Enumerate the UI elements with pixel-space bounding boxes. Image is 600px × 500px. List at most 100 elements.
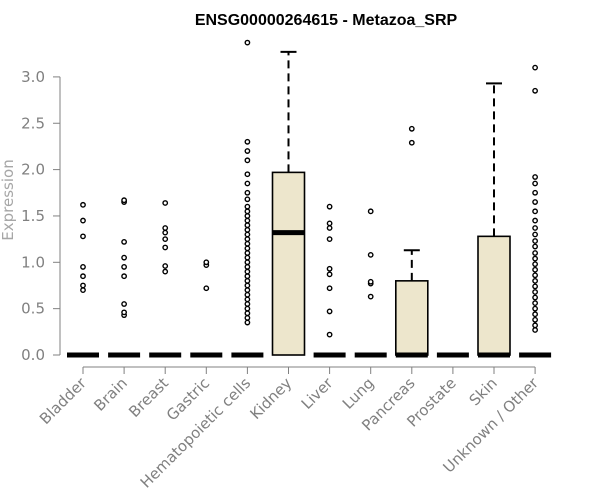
outlier-point [244, 301, 251, 307]
outlier-point [203, 259, 210, 266]
outlier-point [367, 208, 374, 215]
outlier-point [532, 305, 538, 312]
outlier-point [244, 148, 251, 154]
outlier-point [244, 264, 251, 270]
outlier-point [244, 171, 251, 178]
chart-title: ENSG00000264615 - Metazoa_SRP [195, 12, 458, 29]
outlier-point [162, 225, 169, 231]
outlier-point [244, 315, 251, 321]
outlier-point [121, 197, 128, 204]
y-tick-label: 0.0 [21, 346, 45, 364]
boxes [67, 50, 552, 358]
outlier-point [532, 261, 538, 268]
outlier-point [244, 287, 251, 294]
box-rect [394, 280, 429, 356]
outlier-point [532, 238, 538, 244]
outlier-point [532, 250, 538, 256]
outlier-point [244, 208, 251, 215]
outlier-point [326, 285, 333, 292]
outlier-point [367, 278, 374, 285]
outlier-point [121, 254, 128, 261]
x-tick-label: Bladder [36, 374, 90, 428]
outlier-point [162, 268, 169, 275]
outlier-point [532, 277, 538, 284]
outlier-point [80, 217, 86, 224]
outlier-point [121, 239, 128, 245]
outlier-point [80, 282, 86, 289]
outlier-point [532, 322, 538, 329]
outlier-point [244, 268, 251, 275]
outlier-point [121, 301, 128, 307]
outlier-point [532, 174, 538, 180]
outlier-point [532, 300, 538, 306]
y-tick-label: 0.5 [21, 300, 45, 318]
outlier-point [532, 272, 538, 279]
outlier-point [532, 243, 538, 250]
outlier-point [532, 255, 538, 262]
outlier-point [244, 240, 251, 247]
outlier-point [244, 231, 251, 238]
outlier-point [244, 203, 251, 210]
outlier-point [162, 229, 169, 236]
outlier-point [532, 311, 538, 318]
outlier-point [162, 244, 169, 251]
outlier-point [244, 277, 251, 284]
outlier-point [80, 233, 86, 240]
outlier-point [532, 208, 538, 215]
outlier-point [121, 273, 128, 280]
outlier-point [244, 226, 251, 233]
y-tick-label: 3.0 [21, 68, 45, 86]
outlier-point [244, 245, 251, 252]
outlier-point [244, 236, 251, 243]
outlier-point [80, 264, 86, 270]
y-axis: 0.0 0.5 1.0 1.5 2.0 2.5 3.0 [21, 68, 61, 364]
x-tick-label: Liver [298, 374, 337, 413]
outlier-point [532, 217, 538, 224]
outlier-point [121, 309, 128, 316]
outlier-point [244, 254, 251, 261]
outlier-point [244, 310, 251, 317]
outlier-point [532, 225, 538, 231]
y-tick-label: 2.5 [21, 114, 45, 132]
box-rect [271, 171, 306, 356]
outlier-point [326, 265, 333, 272]
y-tick-label: 2.0 [21, 161, 45, 179]
outlier-point [326, 308, 333, 315]
outlier-point [244, 273, 251, 280]
outlier-point [162, 236, 169, 243]
outlier-point [532, 283, 538, 290]
outlier-point [532, 316, 538, 323]
outlier-point [244, 291, 251, 298]
y-axis-label: Expression [0, 159, 17, 240]
outlier-point [367, 293, 374, 300]
outlier-point [244, 319, 251, 326]
outlier-point [244, 196, 251, 203]
outlier-point [532, 180, 538, 187]
outlier-point [367, 251, 374, 258]
outlier-point [121, 264, 128, 270]
outlier-point [532, 189, 538, 196]
y-tick-label: 1.0 [21, 253, 45, 271]
x-tick-label: Skin [466, 374, 501, 409]
outlier-point [326, 236, 333, 243]
outlier-point [532, 87, 538, 94]
outlier-point [532, 294, 538, 301]
outlier-point [532, 289, 538, 295]
outlier-point [326, 220, 333, 227]
outlier-point [408, 125, 415, 132]
outlier-point [80, 287, 86, 294]
outlier-point [532, 231, 538, 238]
outlier-point [244, 259, 251, 266]
outlier-point [244, 296, 251, 303]
outlier-point [326, 225, 333, 231]
outlier-point [532, 64, 538, 71]
outlier-point [244, 189, 251, 196]
outlier-point [326, 203, 333, 210]
outlier-point [408, 139, 415, 146]
outlier-point [326, 331, 333, 338]
outlier-point [326, 271, 333, 278]
outlier-point [244, 222, 251, 229]
